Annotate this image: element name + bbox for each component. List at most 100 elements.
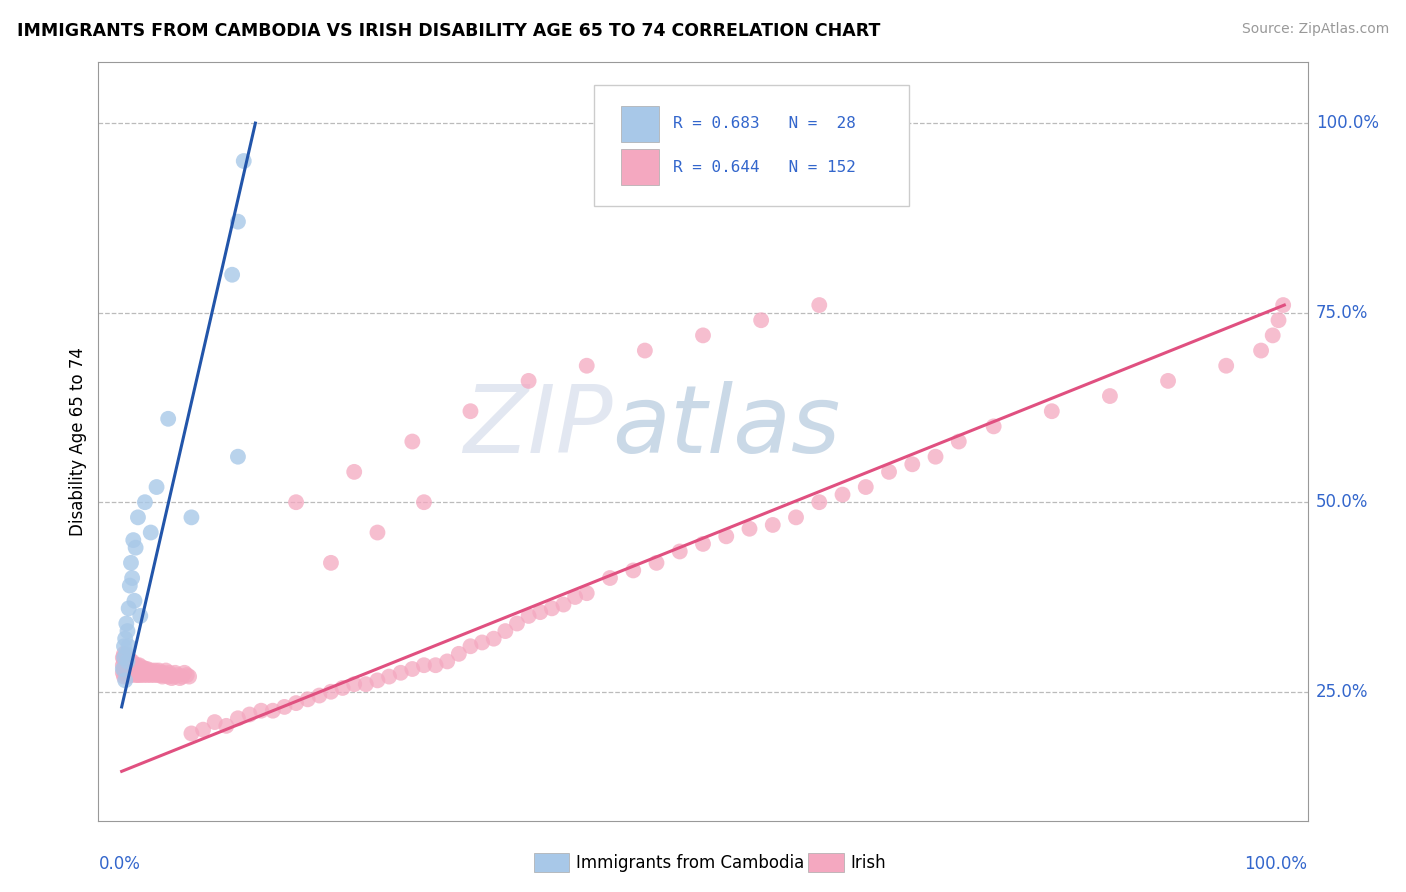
Point: [131, 665, 153, 680]
Point: [127, 662, 149, 676]
Point: [146, 668, 169, 682]
Point: [114, 650, 136, 665]
Point: [150, 668, 173, 682]
Point: [138, 664, 160, 678]
Point: [1267, 313, 1289, 327]
Point: [134, 495, 156, 509]
Point: [366, 673, 388, 688]
Point: [112, 669, 135, 683]
Y-axis label: Disability Age 65 to 74: Disability Age 65 to 74: [69, 347, 87, 536]
Point: [172, 669, 194, 683]
Point: [529, 605, 551, 619]
Point: [517, 374, 540, 388]
Point: [160, 671, 183, 685]
Point: [155, 664, 177, 678]
Point: [297, 692, 319, 706]
Point: [221, 268, 243, 282]
FancyBboxPatch shape: [595, 85, 908, 207]
Point: [808, 495, 831, 509]
Point: [118, 601, 141, 615]
Point: [564, 590, 586, 604]
Point: [145, 664, 167, 678]
Point: [152, 665, 174, 680]
Point: [785, 510, 807, 524]
Point: [136, 668, 159, 682]
Point: [165, 665, 187, 680]
Point: [204, 715, 226, 730]
Point: [180, 726, 202, 740]
Bar: [621, 149, 659, 186]
Point: [118, 658, 141, 673]
Point: [148, 664, 170, 678]
Point: [114, 632, 136, 646]
Point: [115, 647, 138, 661]
Point: [145, 665, 167, 680]
Point: [120, 664, 142, 678]
Point: [139, 525, 162, 540]
Point: [163, 669, 186, 683]
Point: [117, 650, 139, 665]
Text: Immigrants from Cambodia: Immigrants from Cambodia: [576, 854, 804, 871]
Point: [117, 662, 139, 676]
Point: [575, 359, 598, 373]
Point: [136, 662, 159, 676]
Point: [413, 658, 436, 673]
Point: [831, 487, 853, 501]
Point: [226, 215, 249, 229]
Point: [540, 601, 562, 615]
Point: [112, 655, 135, 669]
Point: [124, 668, 146, 682]
Text: ZIP: ZIP: [463, 381, 613, 472]
Point: [191, 723, 214, 737]
Point: [1272, 298, 1295, 312]
Bar: [621, 105, 659, 142]
Point: [142, 665, 165, 680]
Point: [118, 655, 141, 669]
Text: Source: ZipAtlas.com: Source: ZipAtlas.com: [1241, 22, 1389, 37]
Point: [135, 664, 157, 678]
Point: [118, 639, 141, 653]
Point: [127, 510, 149, 524]
Point: [145, 480, 167, 494]
Point: [599, 571, 621, 585]
Point: [285, 696, 308, 710]
Text: 75.0%: 75.0%: [1316, 303, 1368, 322]
Point: [948, 434, 970, 449]
Point: [924, 450, 946, 464]
Point: [877, 465, 900, 479]
Point: [273, 699, 295, 714]
Point: [115, 665, 138, 680]
Point: [215, 719, 238, 733]
Text: atlas: atlas: [613, 381, 841, 472]
Point: [129, 609, 152, 624]
Point: [308, 689, 330, 703]
Point: [634, 343, 657, 358]
Point: [150, 669, 173, 683]
Point: [1261, 328, 1284, 343]
Point: [378, 669, 401, 683]
Point: [749, 313, 772, 327]
Point: [180, 510, 202, 524]
Point: [157, 669, 180, 683]
Point: [124, 664, 146, 678]
Point: [114, 665, 136, 680]
Point: [125, 658, 148, 673]
Point: [157, 665, 180, 680]
Point: [285, 495, 308, 509]
Point: [401, 434, 423, 449]
Point: [129, 668, 152, 682]
Text: Irish: Irish: [851, 854, 886, 871]
Point: [139, 668, 162, 682]
Point: [482, 632, 505, 646]
Point: [425, 658, 447, 673]
Point: [808, 298, 831, 312]
Point: [157, 412, 180, 426]
Point: [226, 711, 249, 725]
Point: [169, 671, 191, 685]
Point: [471, 635, 494, 649]
Point: [115, 616, 138, 631]
Point: [645, 556, 668, 570]
Point: [179, 669, 201, 683]
Point: [118, 653, 141, 667]
Point: [112, 662, 135, 676]
